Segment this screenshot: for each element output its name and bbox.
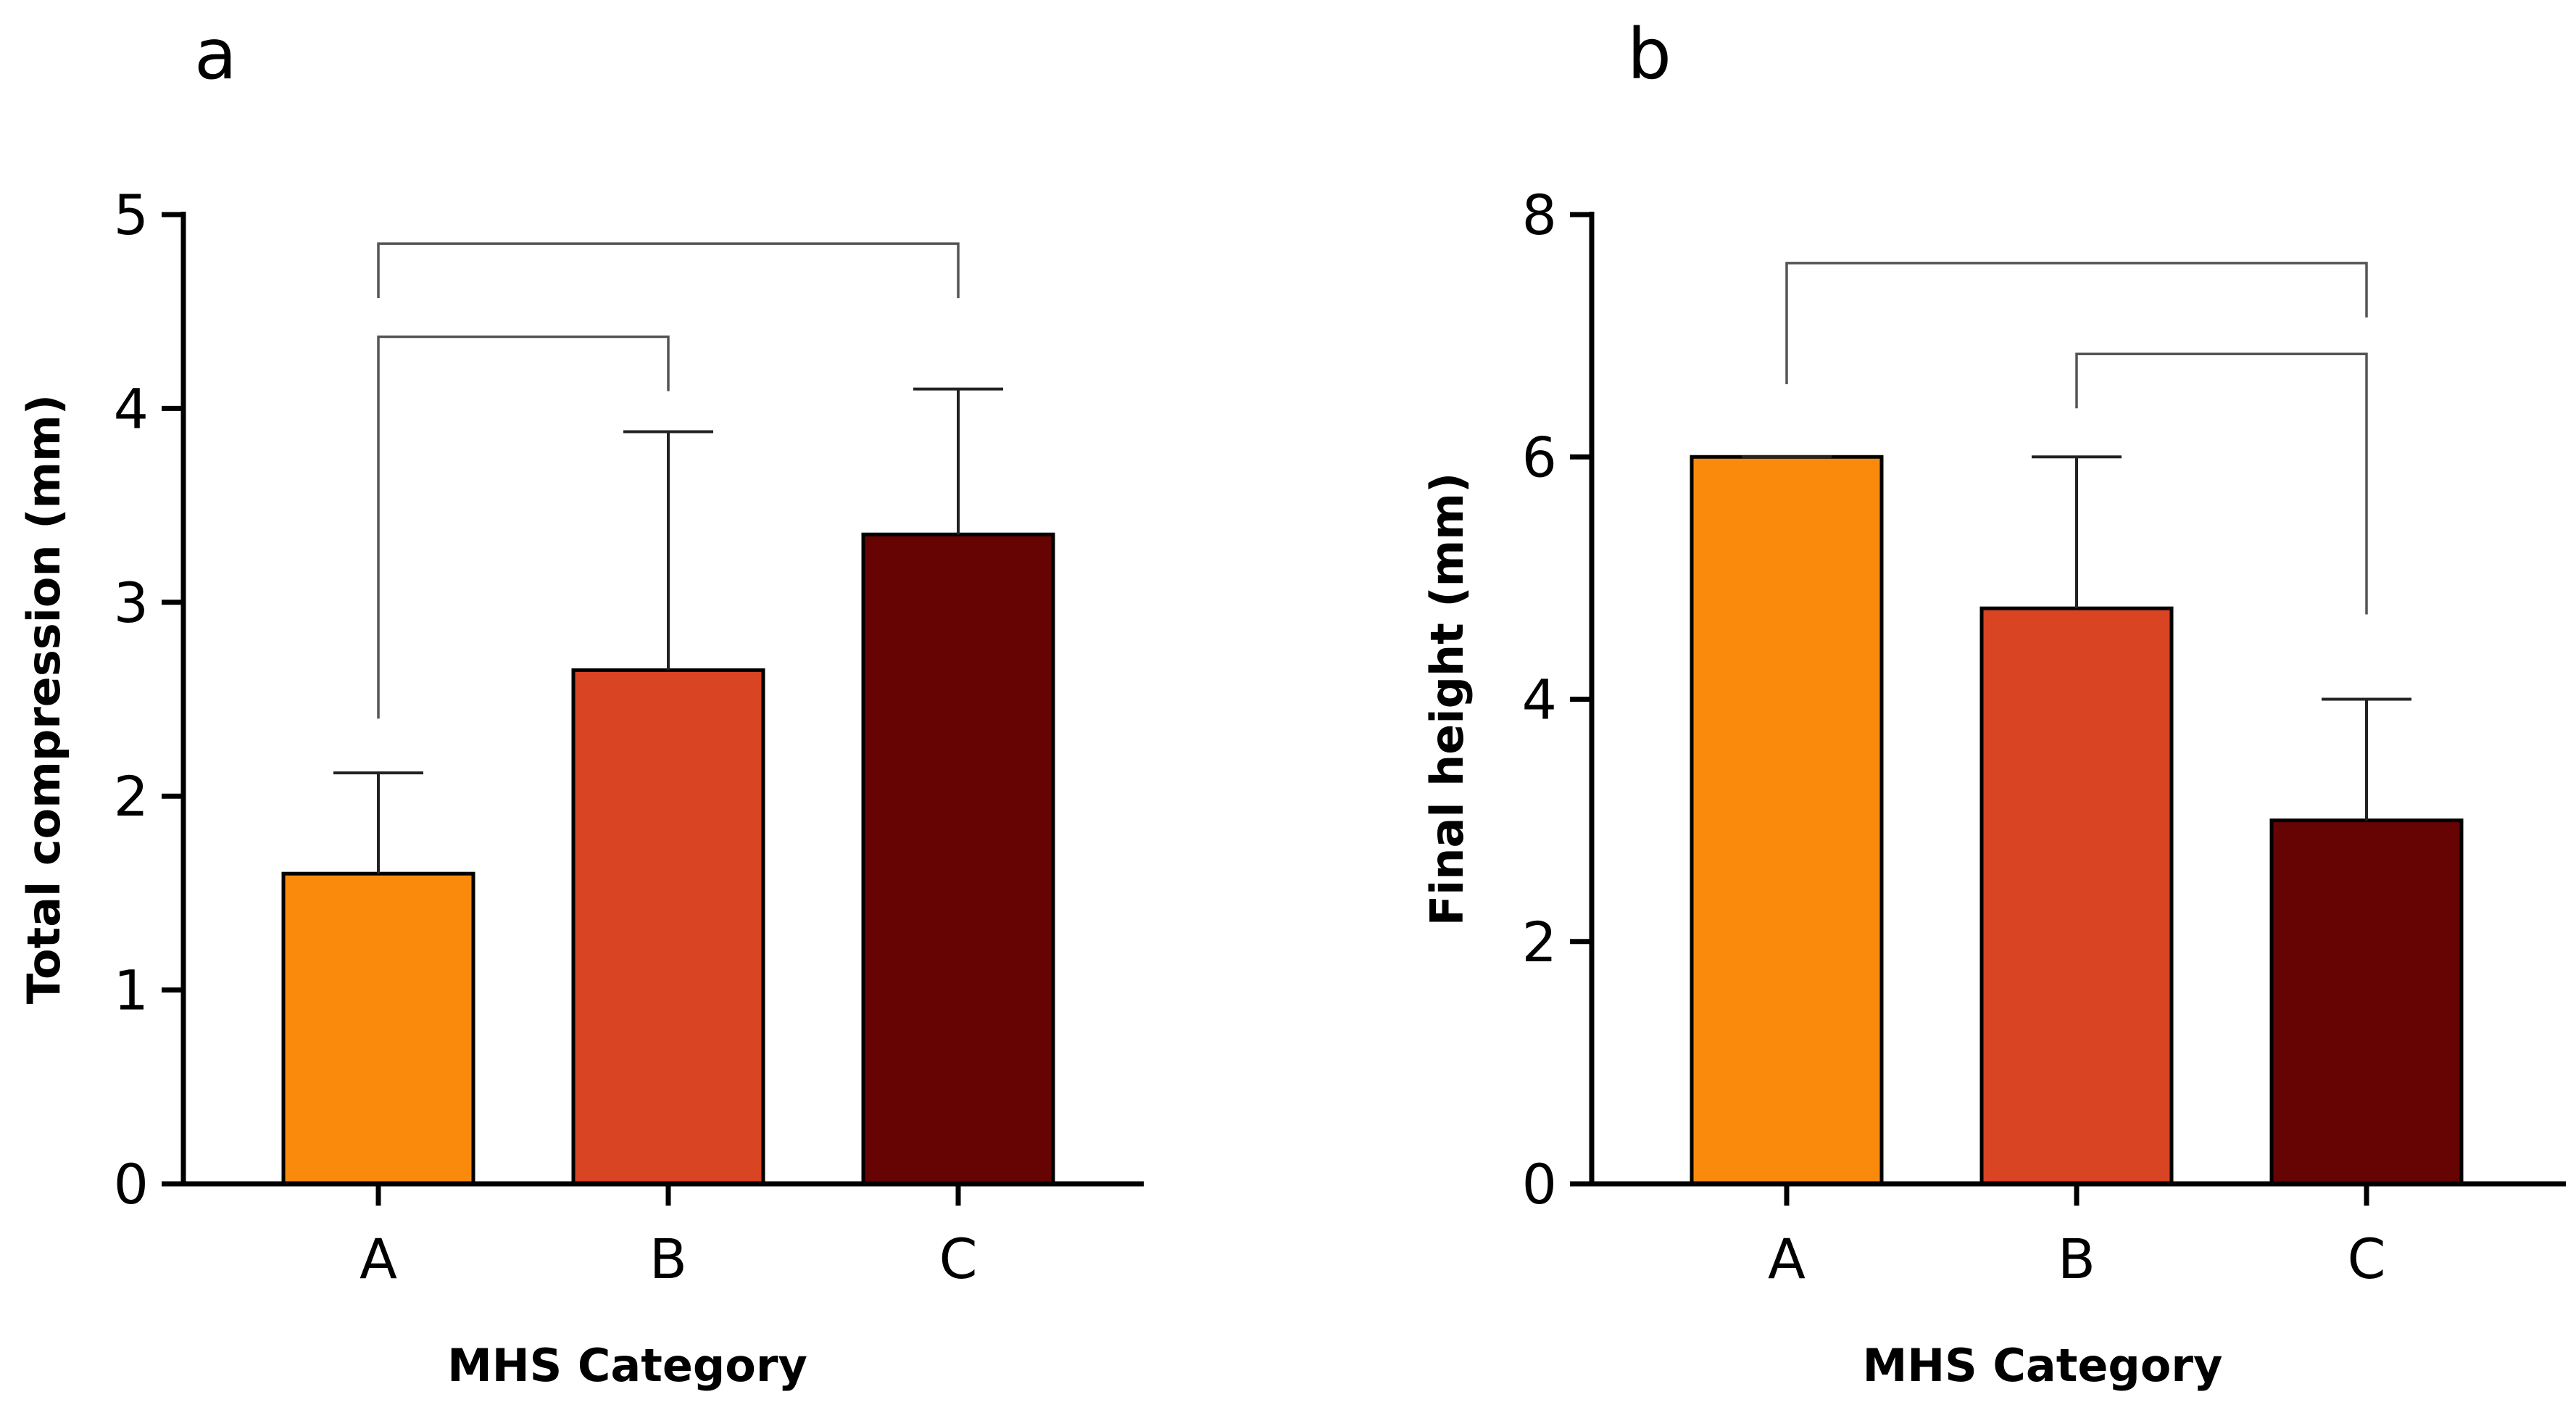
y-tick-label: 8	[1522, 183, 1557, 247]
chart-panel-a: a 0 1 2 3 4 5 A B C MHS Category Total compression …	[17, 14, 1144, 1392]
error-bar-C	[913, 387, 1003, 535]
y-tick-label: 2	[114, 764, 149, 829]
x-axis-title: MHS Category	[447, 1339, 807, 1392]
x-axis-title: MHS Category	[1863, 1339, 2223, 1392]
significance-bracket-A-C	[1785, 262, 2368, 384]
panel-label: a	[194, 14, 237, 95]
significance-bracket-A-C	[377, 242, 960, 299]
x-tick-label-A: A	[1768, 1227, 1806, 1291]
bar-A	[281, 871, 475, 1186]
bar-C	[2269, 818, 2464, 1186]
y-tick-label: 0	[114, 1152, 149, 1216]
bar-B	[1979, 606, 2174, 1186]
error-bar-C	[2322, 697, 2411, 821]
x-tick-label-A: A	[360, 1227, 397, 1291]
y-axis-title: Final height (mm)	[1421, 473, 1474, 926]
y-axis-title: Total compression (mm)	[17, 394, 70, 1004]
y-tick-label: 6	[1522, 425, 1557, 489]
y-tick-label: 1	[114, 958, 149, 1023]
bar-C	[861, 532, 1055, 1186]
y-tick-label: 4	[1522, 668, 1557, 732]
significance-bracket-B-C	[2075, 352, 2368, 615]
y-tick-label: 5	[114, 183, 149, 247]
bar-B	[571, 668, 765, 1186]
chart-panel-b: b 0 2 4 6 8 A B C MHS Category Final height (mm)	[1421, 14, 2566, 1392]
x-tick-label-C: C	[939, 1227, 977, 1291]
error-bar-A	[333, 771, 423, 874]
bar-A	[1690, 455, 1884, 1186]
y-tick-label: 2	[1522, 910, 1557, 974]
y-tick-label: 0	[1522, 1152, 1557, 1216]
significance-bracket-A-B	[377, 335, 670, 719]
error-bar-B	[623, 430, 713, 671]
panel-label: b	[1627, 14, 1671, 95]
x-tick-label-C: C	[2347, 1227, 2385, 1291]
y-tick-label: 3	[114, 571, 149, 635]
y-tick-label: 4	[114, 376, 149, 441]
x-tick-label-B: B	[2058, 1227, 2095, 1291]
x-tick-label-B: B	[649, 1227, 687, 1291]
error-bar-B	[2032, 455, 2122, 609]
